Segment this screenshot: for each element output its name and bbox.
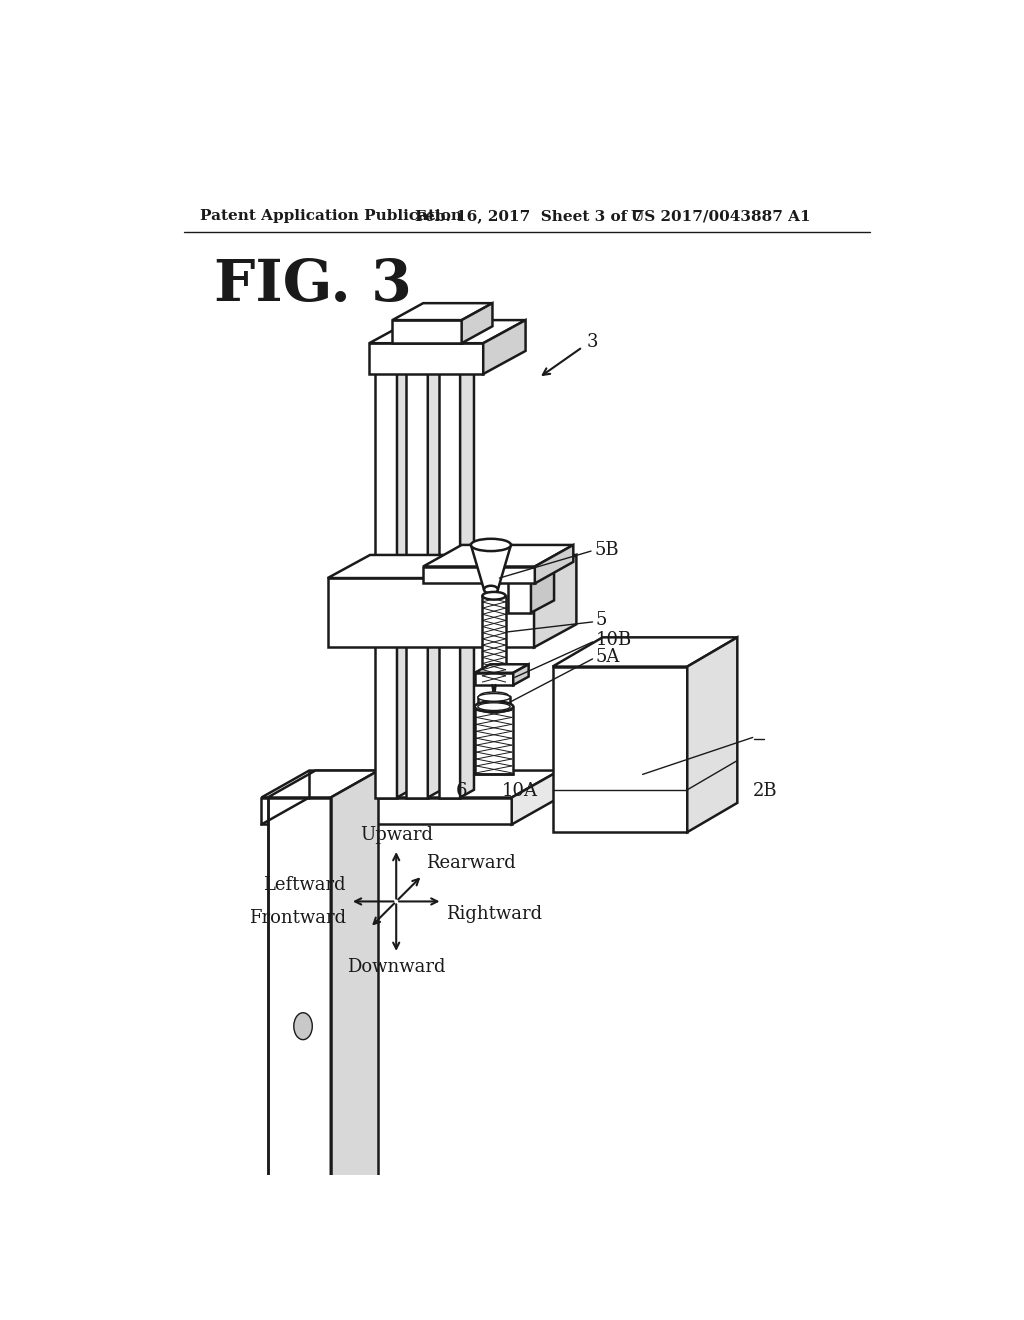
Text: Downward: Downward [347,958,445,977]
Ellipse shape [475,701,513,711]
Polygon shape [535,554,577,647]
Polygon shape [376,343,397,797]
Polygon shape [475,673,513,685]
Text: Rearward: Rearward [426,854,516,873]
Polygon shape [462,304,493,343]
Text: Upward: Upward [359,826,433,845]
Text: Frontward: Frontward [249,909,346,927]
Text: 3: 3 [587,333,598,351]
Ellipse shape [478,693,510,701]
Polygon shape [407,335,441,343]
Polygon shape [553,667,687,832]
Polygon shape [531,568,554,612]
Polygon shape [407,343,428,797]
Polygon shape [267,771,379,797]
Polygon shape [553,638,737,667]
Polygon shape [687,638,737,832]
Text: 5A: 5A [596,648,620,667]
Polygon shape [267,797,331,1209]
Polygon shape [328,554,577,578]
Polygon shape [479,696,509,706]
Polygon shape [261,771,559,797]
Polygon shape [331,771,379,1209]
Polygon shape [482,595,506,673]
Polygon shape [508,581,531,612]
Ellipse shape [479,702,509,710]
Polygon shape [460,335,474,797]
Polygon shape [438,335,474,343]
Polygon shape [376,335,411,343]
Polygon shape [483,321,525,374]
Polygon shape [512,771,559,825]
Polygon shape [475,664,528,673]
Polygon shape [261,797,512,825]
Polygon shape [423,566,535,583]
Ellipse shape [294,1012,312,1040]
Text: Rightward: Rightward [446,904,543,923]
Text: 6: 6 [456,783,467,800]
Polygon shape [428,335,441,797]
Text: 2B: 2B [753,783,777,800]
Ellipse shape [471,539,511,552]
Text: Feb. 16, 2017  Sheet 3 of 7: Feb. 16, 2017 Sheet 3 of 7 [416,209,644,223]
Polygon shape [392,304,493,321]
Polygon shape [513,664,528,685]
Ellipse shape [482,591,506,599]
Text: 5B: 5B [594,541,618,558]
Text: 5: 5 [596,611,607,630]
Polygon shape [438,343,460,797]
Polygon shape [392,321,462,343]
Text: Patent Application Publication: Patent Application Publication [200,209,462,223]
Polygon shape [423,545,573,566]
Text: 10A: 10A [502,783,538,800]
Text: FIG. 3: FIG. 3 [214,257,412,313]
Ellipse shape [484,586,498,594]
Ellipse shape [479,692,509,700]
Polygon shape [535,545,573,583]
Polygon shape [508,568,554,581]
Polygon shape [475,706,513,775]
Polygon shape [478,697,510,706]
Polygon shape [328,578,535,647]
Polygon shape [397,335,411,797]
Polygon shape [471,545,511,590]
Polygon shape [370,321,525,343]
Text: 10B: 10B [596,631,632,649]
Polygon shape [370,343,483,374]
Text: US 2017/0043887 A1: US 2017/0043887 A1 [631,209,811,223]
Text: Leftward: Leftward [263,875,346,894]
Ellipse shape [478,702,510,710]
